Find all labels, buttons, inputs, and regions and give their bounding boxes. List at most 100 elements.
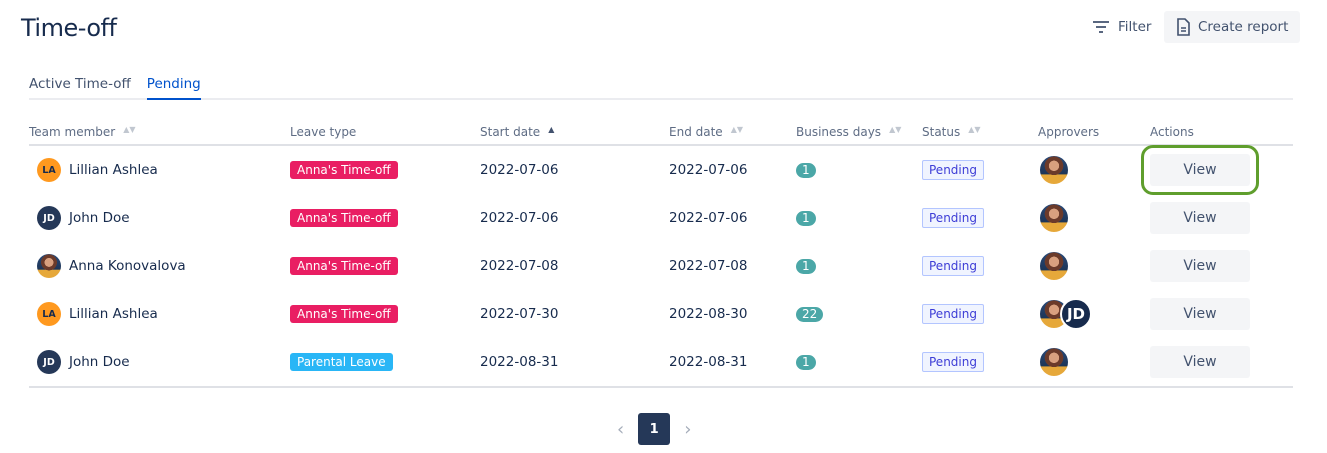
table-row: LA Lillian Ashlea Anna's Time-off 2022-07… xyxy=(29,290,1293,338)
col-end-date[interactable]: End date ▲▼ xyxy=(669,125,743,147)
view-button[interactable]: View xyxy=(1150,202,1250,234)
end-date: 2022-07-06 xyxy=(669,162,748,178)
table-row: Anna Konovalova Anna's Time-off 2022-07-… xyxy=(29,242,1293,290)
sort-icon: ▲▼ xyxy=(968,125,981,134)
member-name: Lillian Ashlea xyxy=(69,162,158,178)
status-badge: Pending xyxy=(922,256,984,276)
team-member-cell: Anna Konovalova xyxy=(29,242,186,290)
pagination: ‹ 1 › xyxy=(617,413,691,445)
team-member-cell: LA Lillian Ashlea xyxy=(29,146,158,194)
status-badge: Pending xyxy=(922,208,984,228)
avatar: JD xyxy=(37,206,61,230)
col-label: Start date xyxy=(480,125,541,139)
filter-label: Filter xyxy=(1118,19,1152,35)
col-team-member[interactable]: Team member ▲▼ xyxy=(29,125,136,147)
end-date: 2022-07-06 xyxy=(669,210,748,226)
col-start-date[interactable]: Start date ▲ xyxy=(480,125,554,147)
status-cell: Pending xyxy=(922,242,984,290)
col-approvers: Approvers xyxy=(1038,125,1099,147)
member-name: John Doe xyxy=(69,210,130,226)
approver-avatar xyxy=(1038,346,1070,378)
end-date: 2022-08-30 xyxy=(669,306,748,322)
leave-type-badge: Anna's Time-off xyxy=(290,305,398,323)
approver-avatar xyxy=(1038,250,1070,282)
create-report-button[interactable]: Create report xyxy=(1164,11,1301,43)
view-button[interactable]: View xyxy=(1150,250,1250,282)
page-button-current[interactable]: 1 xyxy=(638,413,671,445)
leave-type-badge: Anna's Time-off xyxy=(290,209,398,227)
approvers-cell xyxy=(1038,146,1070,194)
col-label: Actions xyxy=(1150,125,1194,139)
filter-icon xyxy=(1093,21,1109,33)
actions-cell: View xyxy=(1150,290,1250,338)
start-date: 2022-07-06 xyxy=(480,210,559,226)
approver-avatar xyxy=(1038,202,1070,234)
team-member-cell: JD John Doe xyxy=(29,194,130,242)
sort-icon: ▲▼ xyxy=(889,125,902,134)
view-button[interactable]: View xyxy=(1141,145,1259,195)
start-date: 2022-07-06 xyxy=(480,162,559,178)
status-cell: Pending xyxy=(922,194,984,242)
col-label: Approvers xyxy=(1038,125,1100,139)
chevron-right-icon[interactable]: › xyxy=(684,418,692,440)
col-label: Leave type xyxy=(290,125,357,139)
tab-pending[interactable]: Pending xyxy=(146,74,201,100)
business-days-badge: 1 xyxy=(796,162,816,178)
business-days-badge: 1 xyxy=(796,354,816,370)
business-days-badge: 1 xyxy=(796,210,816,226)
approver-avatar: JD xyxy=(1060,298,1092,330)
view-button[interactable]: View xyxy=(1150,298,1250,330)
col-business-days[interactable]: Business days ▲▼ xyxy=(796,125,901,147)
leave-type-badge: Anna's Time-off xyxy=(290,161,398,179)
leave-type-cell: Anna's Time-off xyxy=(290,146,398,194)
col-actions: Actions xyxy=(1150,125,1194,147)
leave-type-cell: Anna's Time-off xyxy=(290,290,398,338)
approvers-cell xyxy=(1038,338,1070,386)
leave-type-badge: Parental Leave xyxy=(290,353,393,371)
col-label: Status xyxy=(922,125,961,139)
status-cell: Pending xyxy=(922,338,984,386)
table-header: Team member ▲▼ Leave type Start date ▲ End… xyxy=(29,122,1293,146)
sort-icon: ▲▼ xyxy=(123,125,136,134)
page-title: Time-off xyxy=(21,14,117,42)
tab-active-time-off[interactable]: Active Time-off xyxy=(29,76,131,92)
start-date: 2022-08-31 xyxy=(480,354,559,370)
col-status[interactable]: Status ▲▼ xyxy=(922,125,981,147)
filter-button[interactable]: Filter xyxy=(1080,11,1163,43)
business-days-cell: 22 xyxy=(796,290,824,338)
member-name: Anna Konovalova xyxy=(69,258,186,274)
team-member-cell: LA Lillian Ashlea xyxy=(29,290,158,338)
avatar: LA xyxy=(37,158,61,182)
sort-ascending-icon: ▲ xyxy=(548,125,555,134)
chevron-left-icon[interactable]: ‹ xyxy=(617,418,625,440)
document-icon xyxy=(1177,18,1190,36)
status-badge: Pending xyxy=(922,160,984,180)
approvers-cell xyxy=(1038,194,1070,242)
avatar: LA xyxy=(37,302,61,326)
member-name: Lillian Ashlea xyxy=(69,306,158,322)
status-cell: Pending xyxy=(922,146,984,194)
view-button[interactable]: View xyxy=(1150,346,1250,378)
col-label: Team member xyxy=(29,125,116,139)
start-date: 2022-07-30 xyxy=(480,306,559,322)
status-badge: Pending xyxy=(922,352,984,372)
leave-type-cell: Anna's Time-off xyxy=(290,242,398,290)
business-days-badge: 22 xyxy=(796,306,824,322)
status-badge: Pending xyxy=(922,304,984,324)
time-off-table: Team member ▲▼ Leave type Start date ▲ End… xyxy=(29,122,1293,388)
business-days-cell: 1 xyxy=(796,338,816,386)
table-body: LA Lillian Ashlea Anna's Time-off 2022-07… xyxy=(29,145,1293,388)
create-report-label: Create report xyxy=(1198,19,1289,35)
approvers-cell: JD xyxy=(1038,290,1092,338)
table-row: JD John Doe Anna's Time-off 2022-07-06 20… xyxy=(29,194,1293,242)
actions-cell: View xyxy=(1150,194,1250,242)
business-days-cell: 1 xyxy=(796,194,816,242)
col-leave-type: Leave type xyxy=(290,125,356,147)
status-cell: Pending xyxy=(922,290,984,338)
avatar xyxy=(37,254,61,278)
leave-type-badge: Anna's Time-off xyxy=(290,257,398,275)
tab-bar: Active Time-off Pending xyxy=(29,74,1293,100)
business-days-cell: 1 xyxy=(796,146,816,194)
business-days-cell: 1 xyxy=(796,242,816,290)
avatar: JD xyxy=(37,350,61,374)
